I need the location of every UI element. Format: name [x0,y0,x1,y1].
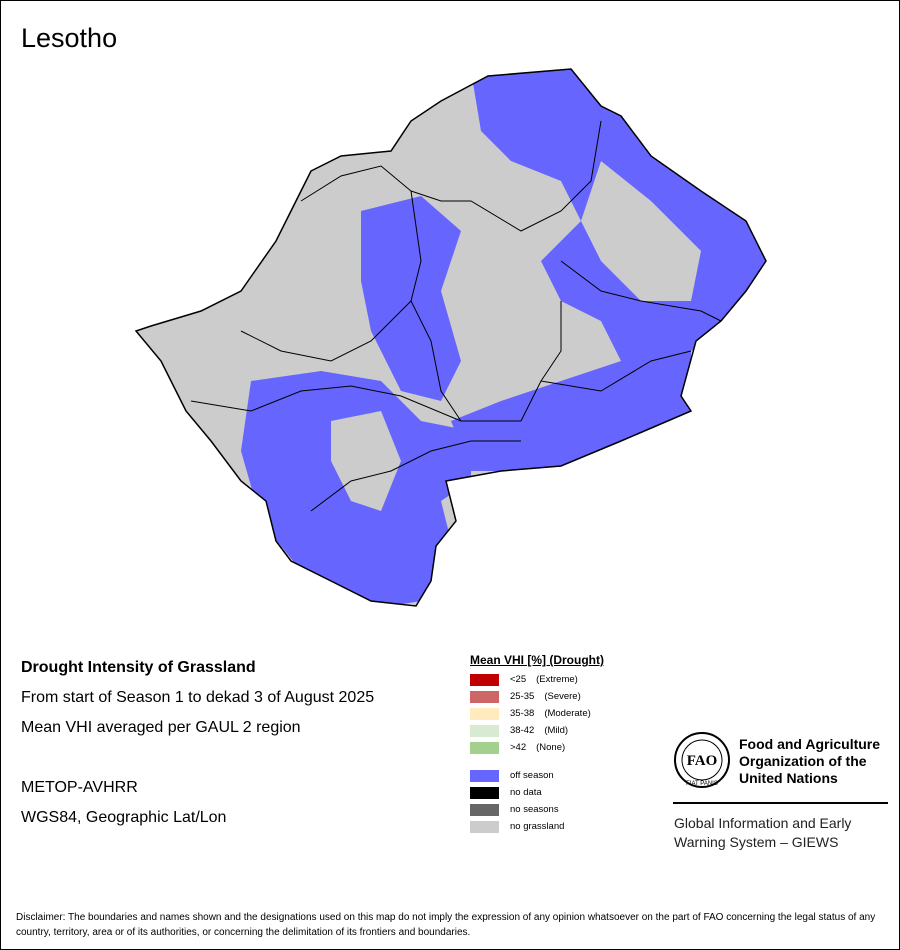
legend-label: 25-35 [510,691,535,702]
fao-name-line: Organization of the [739,753,867,769]
legend-note: (Mild) [544,725,569,736]
legend-item: no grassland [470,818,670,835]
legend-label: 38-42 [510,725,535,736]
info-line: From start of Season 1 to dekad 3 of Aug… [21,689,375,706]
logo-rule [673,802,888,804]
disclaimer: Disclaimer: The boundaries and names sho… [16,912,876,938]
sensor: METOP-AVHRR [21,779,138,796]
legend-item: off season [470,767,670,784]
legend-note: (None) [536,742,566,753]
legend-label: no seasons [510,804,559,815]
legend-label: <25 [510,674,527,685]
fao-name: Food and Agriculture Organization of the… [739,736,880,787]
map-title: Lesotho [21,23,118,53]
legend-label: no data [510,787,542,798]
giews-line: Warning System – GIEWS [674,834,839,850]
legend: Mean VHI [%] (Drought) <25 (Extreme) 25-35… [470,653,670,835]
legend-gap [470,756,670,767]
legend-title: Mean VHI [%] (Drought) [470,653,604,667]
legend-swatch [470,803,499,816]
fao-logo: FAO FIAT PANIS [674,732,730,788]
legend-note: (Moderate) [544,708,591,719]
logo-motto: FIAT PANIS [686,781,718,787]
legend-item: 25-35 (Severe) [470,688,670,705]
legend-item: >42 (None) [470,739,670,756]
legend-item: 35-38 (Moderate) [470,705,670,722]
projection: WGS84, Geographic Lat/Lon [21,809,227,826]
giews: Global Information and Early Warning Sys… [674,814,851,852]
fao-name-line: Food and Agriculture [739,736,881,752]
legend-swatch [470,673,499,686]
legend-swatch [470,786,499,799]
fao-name-line: United Nations [739,770,838,786]
region-boundaries [190,120,722,512]
legend-label: off season [510,770,554,781]
legend-item: 38-42 (Mild) [470,722,670,739]
legend-item: <25 (Extreme) [470,671,670,688]
legend-label: no grassland [510,821,565,832]
legend-swatch [470,690,499,703]
legend-swatch [470,741,499,754]
logo-letters: FAO [687,753,718,769]
legend-swatch [470,707,499,720]
legend-swatch [470,820,499,833]
info-heading: Drought Intensity of Grassland [21,659,256,676]
legend-item: no data [470,784,670,801]
info-line: Mean VHI averaged per GAUL 2 region [21,719,301,736]
legend-label: >42 [510,742,527,753]
legend-item: no seasons [470,801,670,818]
map [135,68,767,607]
legend-items: <25 (Extreme) 25-35 (Severe) 35-38 (Moderate)… [470,671,670,835]
giews-line: Global Information and Early [674,815,852,831]
legend-swatch [470,769,499,782]
legend-swatch [470,724,499,737]
legend-label: 35-38 [510,708,535,719]
legend-note: (Severe) [544,691,581,702]
legend-note: (Extreme) [536,674,578,685]
